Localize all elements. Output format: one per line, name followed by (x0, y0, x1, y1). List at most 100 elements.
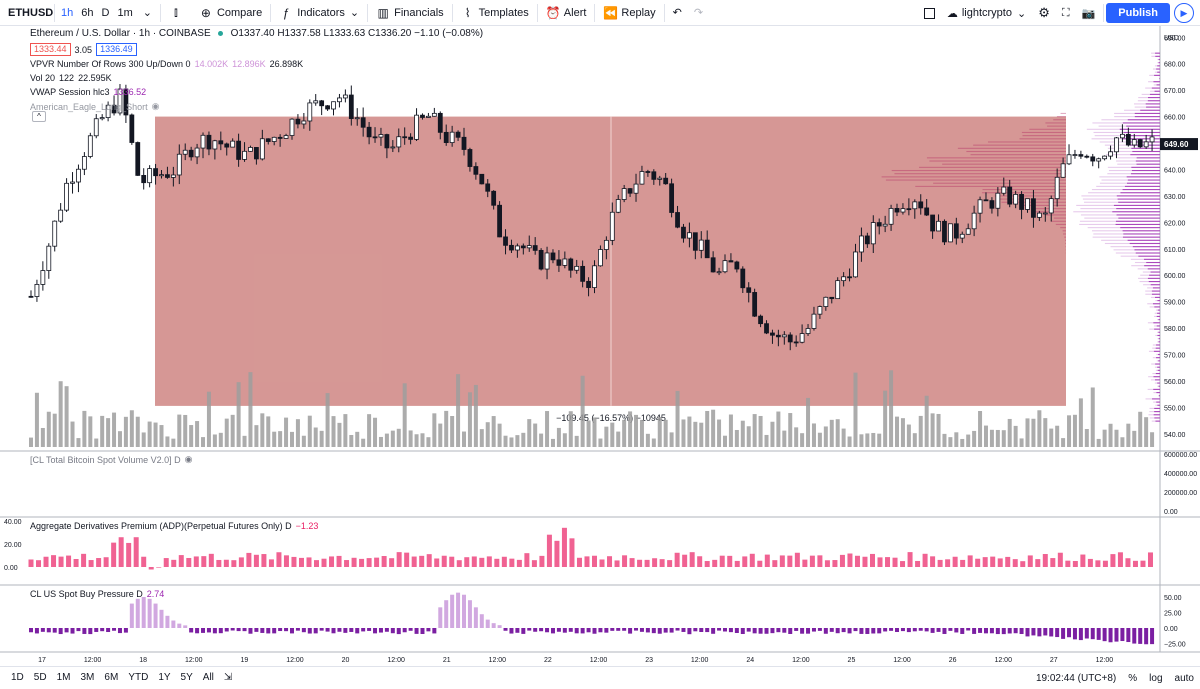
spot-buy-bar (296, 628, 300, 631)
adp-bar (374, 558, 379, 567)
date-range-icon[interactable]: ⇲ (219, 672, 237, 683)
volume-bar (373, 418, 377, 447)
candle-body (248, 147, 252, 151)
candle-body (47, 246, 51, 270)
financials-button[interactable]: ▥Financials (370, 0, 450, 26)
spot-buy-bar (59, 628, 63, 634)
range-5d[interactable]: 5D (29, 672, 52, 683)
spot-buy-bar (901, 628, 905, 631)
range-ytd[interactable]: YTD (123, 672, 153, 683)
spot-buy-bar (136, 599, 140, 628)
adp-bar (862, 557, 867, 567)
vpvr-overlay-row (1053, 119, 1066, 120)
volume-bar (320, 431, 324, 447)
gear-icon: ⚙ (1038, 5, 1050, 21)
snapshot-button[interactable]: 📷 (1076, 0, 1102, 26)
auto-toggle[interactable]: auto (1175, 673, 1194, 684)
range-1d[interactable]: 1D (6, 672, 29, 683)
alert-button[interactable]: ⏰Alert (540, 0, 593, 26)
vpvr-row-up (1123, 122, 1160, 123)
bid-badge[interactable]: 1333.44 (30, 43, 71, 56)
vpvr-row-up (1123, 230, 1160, 231)
range-all[interactable]: All (198, 672, 219, 683)
range-1y[interactable]: 1Y (153, 672, 175, 683)
play-icon[interactable]: ▶ (1174, 3, 1194, 23)
price-tick-label: 540.00 (1164, 432, 1186, 439)
percent-toggle[interactable]: % (1128, 673, 1137, 684)
spot-buy-bar (225, 628, 229, 631)
adp-bar (494, 559, 499, 567)
ask-badge[interactable]: 1336.49 (96, 43, 137, 56)
multi-layout-button[interactable] (918, 0, 941, 26)
interval-6h[interactable]: 6h (77, 0, 97, 26)
interval-d[interactable]: D (98, 0, 114, 26)
eye-icon[interactable]: ◉ (185, 454, 193, 465)
vpvr-overlay-row (1061, 113, 1066, 114)
chart-type-button[interactable]: ⫾ (163, 0, 193, 26)
candle-body (948, 224, 952, 242)
vpvr-row-up (1150, 94, 1160, 95)
adp-bar (878, 557, 883, 567)
vpvr-row-up (1136, 164, 1160, 165)
candle-body (604, 240, 608, 249)
candle-body (1126, 134, 1130, 145)
adp-bar (802, 560, 807, 567)
toolbar-right: ☁lightcrypto⌄ ⚙ ⛶ 📷 Publish ▶ (918, 0, 1200, 26)
templates-button[interactable]: ⌇Templates (455, 0, 535, 26)
volume-bar (1103, 430, 1107, 447)
volume-bar (1132, 431, 1136, 447)
spot-buy-bar (361, 628, 365, 631)
fullscreen-button[interactable]: ⛶ (1056, 0, 1076, 26)
adp-bar (382, 556, 387, 567)
volume-bar (94, 439, 98, 447)
vpvr-row-up (1148, 278, 1160, 279)
spot-buy-bar (480, 614, 484, 628)
spot-buy-bar (978, 628, 982, 633)
vpvr-row-up (1130, 243, 1160, 244)
vpvr-row-up (1146, 103, 1160, 104)
interval-1m[interactable]: 1m (113, 0, 136, 26)
range-3m[interactable]: 3M (76, 672, 100, 683)
range-1m[interactable]: 1M (52, 672, 76, 683)
compare-button[interactable]: ⊕Compare (193, 0, 268, 26)
candle-body (332, 102, 336, 109)
adp-label: Aggregate Derivatives Premium (ADP)(Perp… (30, 521, 292, 531)
adp-bar (502, 557, 507, 567)
volume-bar (106, 418, 110, 447)
interval-dropdown[interactable]: ⌄ (137, 0, 158, 26)
separator (452, 4, 453, 22)
time-tick-label: 12:00 (792, 657, 810, 664)
interval-1h[interactable]: 1h (57, 0, 77, 26)
volume-bar (693, 422, 697, 447)
log-toggle[interactable]: log (1149, 673, 1162, 684)
candle-body (717, 272, 721, 273)
replay-button[interactable]: ⏪Replay (597, 0, 661, 26)
vpvr-row-up (1155, 379, 1160, 380)
adp-bar (1118, 552, 1123, 567)
chart-canvas[interactable]: −109.45 (−16.57%) −10945 690.00680.00670… (0, 26, 1200, 666)
spot-buy-bar (919, 628, 923, 631)
vpvr-row-up (1154, 75, 1160, 76)
adp-bar (998, 558, 1003, 567)
collapse-legend-button[interactable]: ^ (32, 111, 46, 122)
spot-buy-bar (462, 595, 466, 628)
spot-buy-value: 2.74 (147, 589, 165, 599)
symbol-search[interactable]: ETHUSD (0, 0, 52, 26)
redo-button[interactable]: ↷ (688, 0, 709, 26)
undo-button[interactable]: ↶ (667, 0, 688, 26)
range-5y[interactable]: 5Y (176, 672, 198, 683)
candle-body (165, 175, 169, 178)
candle-body (213, 141, 217, 149)
publish-button[interactable]: Publish (1106, 3, 1170, 23)
eye-icon[interactable]: ◉ (152, 101, 160, 112)
layout-name-button[interactable]: ☁lightcrypto⌄ (941, 0, 1032, 26)
candle-body (94, 119, 98, 136)
spot-buy-bar (1091, 628, 1095, 639)
candle-body (990, 201, 994, 209)
settings-button[interactable]: ⚙ (1032, 0, 1056, 26)
spot-buy-bar (1144, 628, 1148, 644)
bar-chart-icon: ▥ (376, 6, 390, 20)
time-tick-label: 12:00 (1096, 657, 1114, 664)
range-6m[interactable]: 6M (99, 672, 123, 683)
